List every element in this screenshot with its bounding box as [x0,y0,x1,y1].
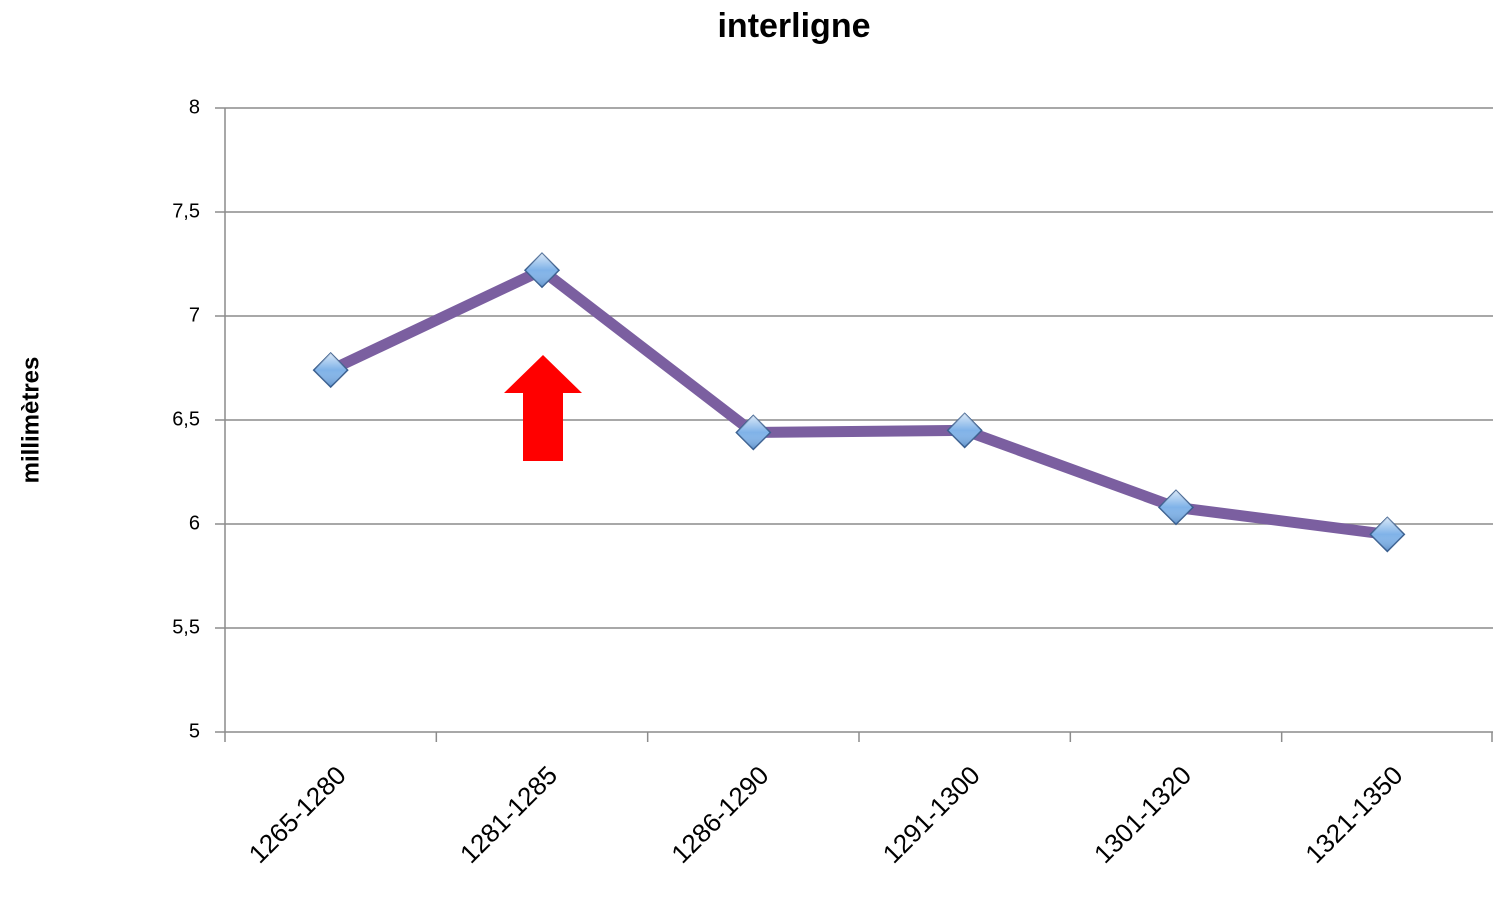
marker-shine [947,413,982,448]
chart-title: interligne [717,7,870,45]
y-tick-label: 6,5 [172,408,200,430]
x-tick-label: 1281-1285 [454,760,563,869]
marker-shine [313,353,348,388]
marker [312,352,349,389]
marker-shine [736,415,771,450]
y-tick-label: 7,5 [172,200,200,222]
y-axis-label: millimètres [17,357,44,484]
marker [523,252,561,289]
y-tick-label: 6 [189,512,200,534]
series-line [328,264,1389,540]
y-tick-label: 7 [189,304,200,326]
x-tick-label: 1291-1300 [877,760,986,869]
y-tick-label: 8 [189,96,200,118]
x-tick-label: 1301-1320 [1088,760,1197,869]
marker [1157,489,1195,526]
marker-shine [1370,517,1405,552]
marker [735,414,772,451]
annotation-arrow [504,355,582,461]
x-tick-label: 1286-1290 [665,760,774,869]
x-tick-label: 1321-1350 [1299,760,1408,869]
y-tick-label: 5,5 [172,616,200,638]
marker-shine [1159,490,1193,525]
marker-shine [525,253,559,288]
y-tick-label: 5 [189,720,200,742]
marker [1369,516,1406,553]
marker [946,412,983,449]
x-tick-label: 1265-1280 [243,760,352,869]
